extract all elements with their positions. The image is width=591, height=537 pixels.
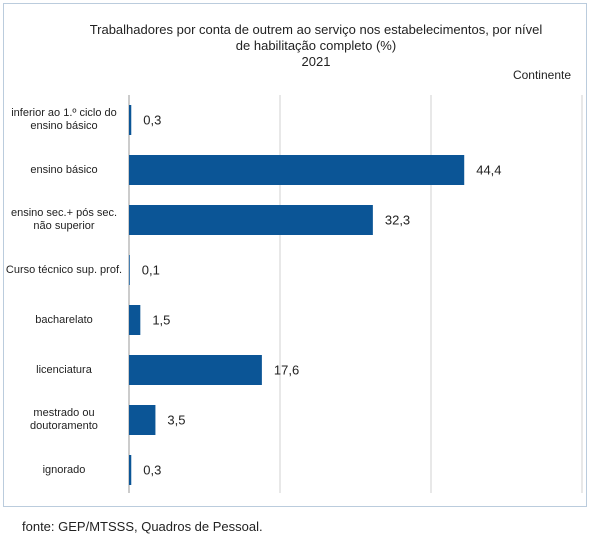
- bar: [129, 405, 156, 435]
- chart-subtitle: 2021: [301, 54, 331, 69]
- value-label: 1,5: [152, 312, 170, 327]
- bar: [129, 255, 130, 285]
- bar: [129, 455, 132, 485]
- value-label: 17,6: [274, 362, 299, 377]
- y-tick-label: Curso técnico sup. prof.: [5, 263, 123, 276]
- chart-frame: [3, 3, 587, 507]
- value-label: 0,3: [143, 462, 161, 477]
- y-tick-label: ensino sec.+ pós sec. não superior: [10, 207, 118, 232]
- value-label: 3,5: [167, 412, 185, 427]
- annotation: Continente: [512, 68, 571, 82]
- y-tick-label: ensino básico: [30, 163, 98, 176]
- y-tick-label: ignorado: [42, 463, 86, 476]
- y-tick-label: bacharelato: [35, 313, 93, 326]
- value-label: 0,3: [143, 112, 161, 127]
- y-tick-label: licenciatura: [36, 363, 92, 376]
- bar: [129, 155, 465, 185]
- bar: [129, 105, 132, 135]
- source: fonte: GEP/MTSSS, Quadros de Pessoal.: [22, 519, 263, 534]
- value-label: 0,1: [142, 262, 160, 277]
- value-label: 32,3: [385, 212, 410, 227]
- y-tick-label: mestrado ou doutoramento: [30, 407, 98, 432]
- chart-title: Trabalhadores por conta de outrem ao ser…: [89, 22, 543, 53]
- bar: [129, 205, 373, 235]
- y-tick-label: inferior ao 1.º ciclo do ensino básico: [11, 107, 117, 132]
- bar: [129, 355, 262, 385]
- value-label: 44,4: [476, 162, 501, 177]
- bar: [129, 305, 141, 335]
